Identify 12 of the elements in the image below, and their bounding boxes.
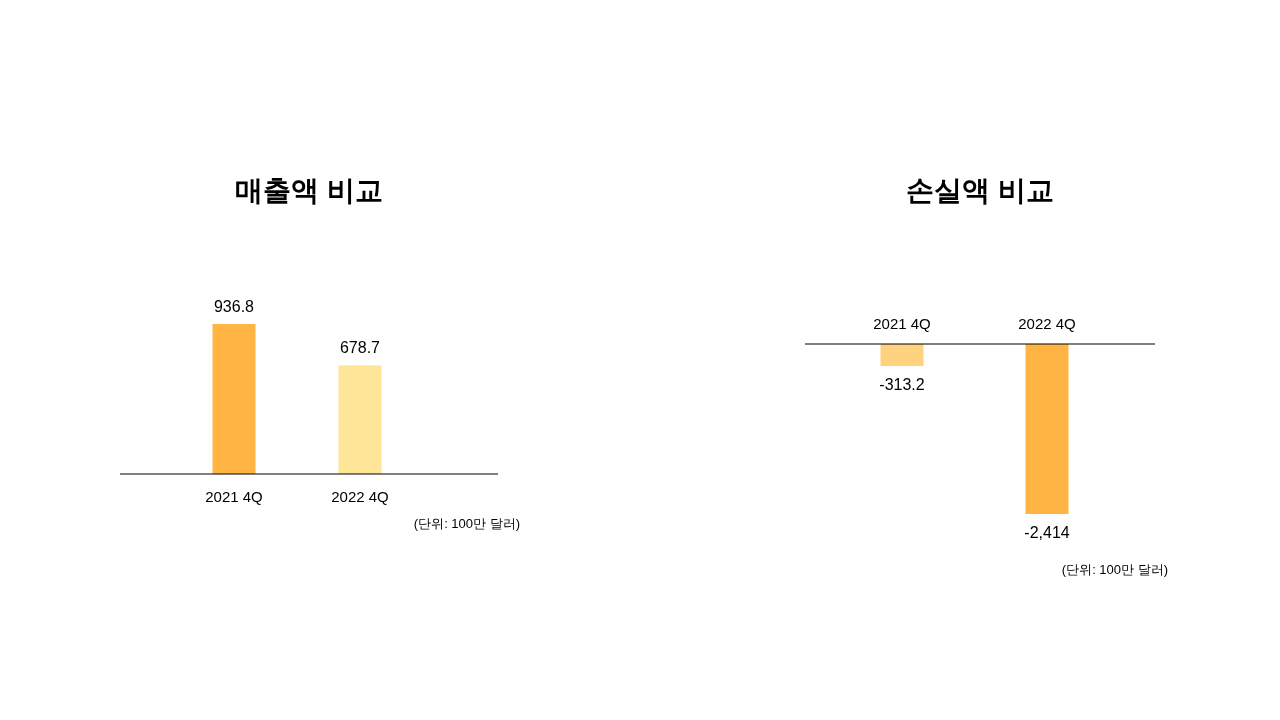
data-label: 678.7 xyxy=(339,339,381,357)
data-label: -2,414 xyxy=(1024,524,1070,541)
x-tick-label: 2021 4Q xyxy=(205,488,263,505)
data-label: -313.2 xyxy=(879,376,925,394)
data-label: 936.8 xyxy=(213,298,255,315)
chart-title: 매출액 비교 xyxy=(235,175,383,206)
chart-title: 손실액 비교 xyxy=(906,175,1054,206)
x-tick-label: 2022 4Q xyxy=(331,488,389,505)
text: (단위: 100만 달러) xyxy=(1061,562,1168,577)
x-tick-label: 2022 4Q xyxy=(1018,315,1076,332)
text: (단위: 100만 달러) xyxy=(413,516,520,531)
x-tick-label: 2021 4Q xyxy=(873,315,931,332)
